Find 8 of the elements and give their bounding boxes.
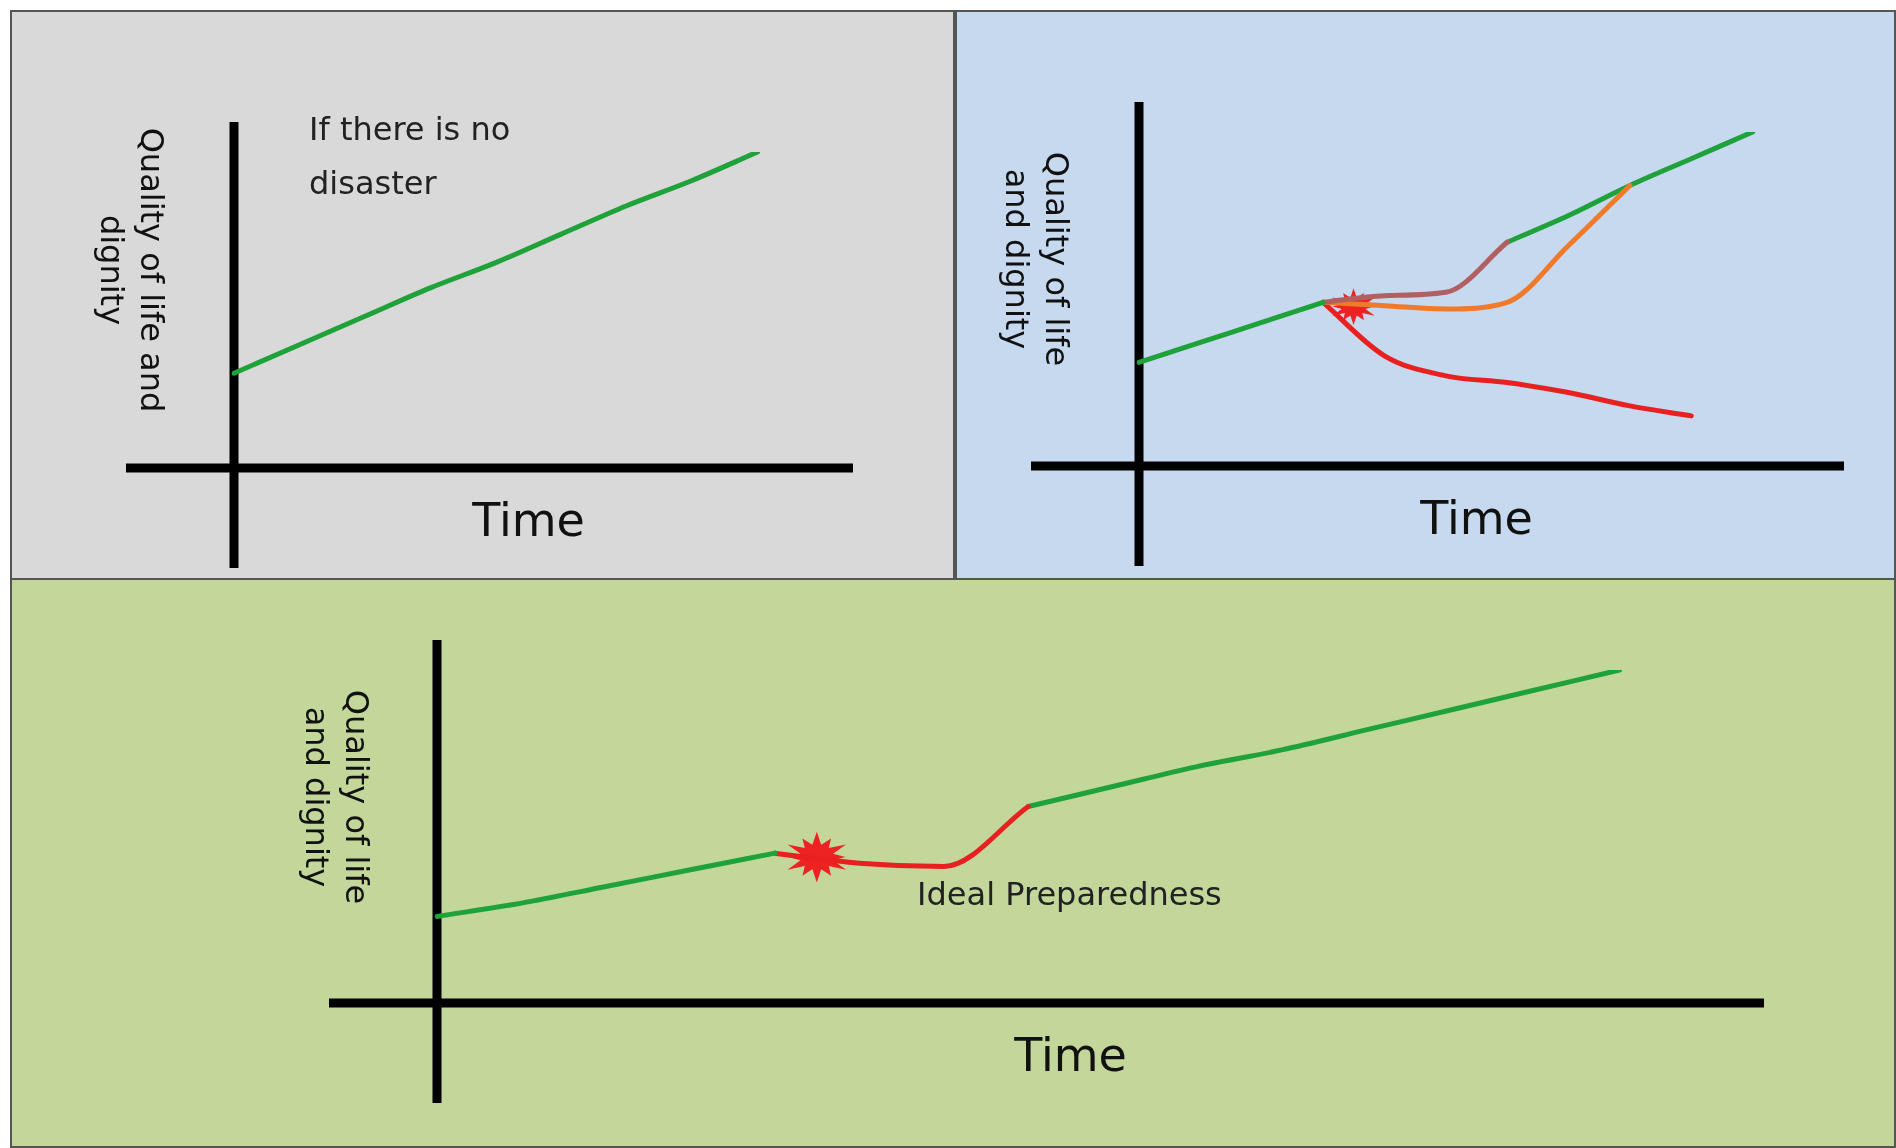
x-axis-title: Time bbox=[1013, 1028, 1128, 1082]
x-axis-title: Time bbox=[471, 493, 586, 547]
y-axis-title: Quality of life and dignity bbox=[297, 688, 377, 906]
annotation: If there is no disaster bbox=[309, 109, 512, 204]
x-axis-title: Time bbox=[1419, 491, 1534, 545]
y-axis-title: Quality of life and dignity bbox=[997, 150, 1077, 369]
y-axis-title: Quality of life and dignity bbox=[92, 126, 172, 415]
annotation: Ideal Preparedness bbox=[917, 874, 1222, 916]
